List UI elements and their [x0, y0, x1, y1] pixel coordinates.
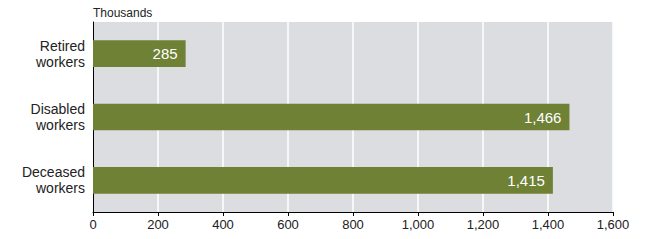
- svg-text:Thousands: Thousands: [93, 6, 152, 20]
- svg-text:200: 200: [147, 217, 169, 232]
- svg-text:1,400: 1,400: [532, 217, 565, 232]
- svg-text:400: 400: [212, 217, 234, 232]
- svg-text:Retired: Retired: [40, 38, 85, 54]
- svg-text:285: 285: [153, 45, 178, 62]
- svg-text:Deceased: Deceased: [22, 164, 85, 180]
- svg-text:Disabled: Disabled: [31, 101, 85, 117]
- svg-text:0: 0: [89, 217, 96, 232]
- svg-text:1,000: 1,000: [402, 217, 435, 232]
- svg-text:1,200: 1,200: [467, 217, 500, 232]
- svg-text:1,466: 1,466: [524, 109, 562, 126]
- svg-text:800: 800: [342, 217, 364, 232]
- svg-text:workers: workers: [35, 180, 85, 196]
- svg-text:600: 600: [277, 217, 299, 232]
- svg-text:workers: workers: [35, 54, 85, 70]
- svg-text:workers: workers: [35, 117, 85, 133]
- svg-text:1,415: 1,415: [507, 172, 545, 189]
- svg-text:1,600: 1,600: [597, 217, 630, 232]
